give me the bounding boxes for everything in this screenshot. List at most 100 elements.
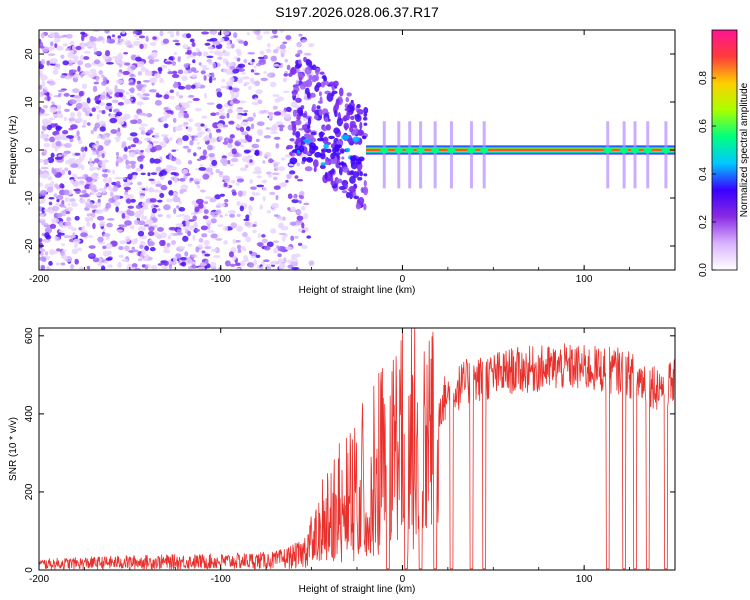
noise-blob	[266, 241, 274, 248]
noise-blob	[60, 74, 67, 79]
noise-blob	[238, 40, 245, 44]
transition-blob	[323, 76, 328, 83]
noise-blob	[195, 198, 204, 205]
noise-blob	[68, 60, 74, 64]
noise-blob	[47, 95, 51, 102]
noise-blob	[84, 63, 92, 68]
noise-blob	[182, 227, 188, 230]
noise-blob	[52, 169, 58, 176]
noise-blob	[125, 198, 132, 204]
noise-blob	[235, 176, 243, 179]
noise-blob	[288, 170, 296, 175]
noise-blob	[175, 158, 182, 165]
noise-blob	[297, 178, 304, 182]
noise-blob	[201, 233, 208, 238]
noise-blob	[86, 221, 91, 227]
noise-blob	[116, 131, 122, 137]
noise-blob	[239, 167, 248, 172]
noise-blob	[148, 59, 155, 64]
noise-blob	[240, 72, 246, 75]
noise-blob	[289, 138, 295, 142]
noise-blob	[125, 159, 130, 166]
noise-blob	[169, 33, 175, 38]
noise-blob	[128, 82, 136, 86]
noise-blob	[98, 241, 106, 245]
noise-blob	[86, 200, 90, 205]
noise-blob	[224, 213, 229, 217]
noise-blob	[272, 240, 280, 243]
noise-blob	[171, 60, 177, 66]
transition-blob	[320, 148, 328, 153]
noise-blob	[261, 179, 268, 184]
noise-blob	[110, 129, 118, 134]
noise-blob	[206, 58, 212, 63]
transition-blob	[352, 171, 360, 179]
noise-blob	[167, 234, 171, 240]
noise-blob	[72, 88, 80, 94]
noise-blob	[139, 244, 144, 250]
noise-blob	[232, 87, 240, 93]
noise-blob	[306, 235, 312, 239]
noise-blob	[148, 178, 155, 182]
noise-blob	[163, 136, 169, 142]
noise-blob	[191, 41, 196, 48]
transition-blob	[309, 92, 316, 98]
noise-blob	[198, 131, 205, 135]
noise-blob	[196, 142, 200, 145]
noise-blob	[152, 36, 157, 40]
noise-blob	[43, 148, 48, 155]
noise-blob	[249, 159, 253, 163]
noise-blob	[43, 162, 48, 165]
noise-blob	[151, 264, 158, 270]
noise-blob	[206, 55, 214, 59]
noise-blob	[121, 143, 126, 149]
transition-blob	[334, 102, 340, 111]
noise-blob	[46, 187, 54, 193]
noise-blob	[187, 160, 193, 165]
noise-blob	[126, 209, 132, 216]
noise-blob	[245, 135, 253, 142]
band-blob	[306, 157, 314, 163]
noise-blob	[195, 48, 200, 52]
noise-blob	[156, 235, 163, 238]
noise-blob	[256, 242, 264, 247]
noise-blob	[266, 43, 271, 48]
noise-blob	[112, 185, 119, 192]
noise-blob	[308, 43, 315, 48]
noise-blob	[49, 136, 56, 143]
noise-blob	[138, 126, 146, 131]
noise-blob	[236, 51, 242, 57]
noise-blob	[188, 224, 196, 231]
noise-blob	[57, 113, 64, 119]
noise-blob	[148, 226, 155, 232]
noise-blob	[255, 89, 263, 95]
noise-blob	[151, 207, 158, 214]
noise-blob	[39, 189, 48, 196]
noise-blob	[168, 226, 177, 231]
noise-blob	[107, 264, 113, 268]
noise-blob	[105, 49, 111, 57]
noise-blob	[229, 105, 233, 109]
noise-blob	[89, 68, 97, 74]
noise-blob	[232, 99, 241, 104]
noise-blob	[241, 138, 246, 143]
noise-blob	[177, 112, 183, 119]
noise-blob	[118, 254, 124, 259]
noise-blob	[76, 111, 82, 118]
noise-blob	[39, 174, 47, 179]
noise-blob	[235, 182, 240, 186]
transition-blob	[363, 179, 367, 187]
noise-blob	[183, 64, 189, 68]
transition-blob	[349, 125, 354, 133]
noise-blob	[147, 241, 155, 247]
noise-blob	[81, 189, 87, 194]
noise-blob	[273, 136, 281, 140]
noise-blob	[46, 60, 50, 66]
noise-blob	[78, 90, 84, 97]
noise-blob	[147, 231, 155, 237]
noise-blob	[276, 96, 285, 102]
noise-blob	[92, 166, 99, 170]
noise-blob	[290, 253, 297, 261]
noise-blob	[263, 71, 268, 74]
